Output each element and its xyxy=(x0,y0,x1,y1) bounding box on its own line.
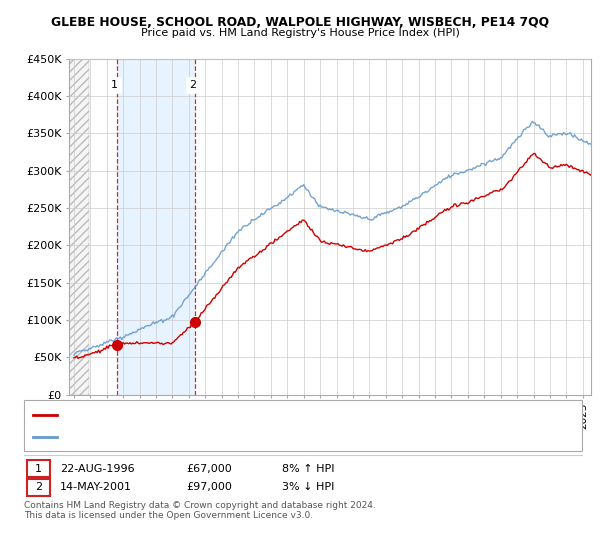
Text: £67,000: £67,000 xyxy=(186,464,232,474)
Text: 14-MAY-2001: 14-MAY-2001 xyxy=(60,482,132,492)
Bar xyxy=(69,59,89,395)
Text: This data is licensed under the Open Government Licence v3.0.: This data is licensed under the Open Gov… xyxy=(24,511,313,520)
Bar xyxy=(69,59,89,395)
Text: 8% ↑ HPI: 8% ↑ HPI xyxy=(282,464,335,474)
Text: 1: 1 xyxy=(111,80,118,90)
Text: 1: 1 xyxy=(35,464,42,474)
Text: 2: 2 xyxy=(189,80,196,90)
Text: HPI: Average price, detached house, King’s Lynn and West Norfolk: HPI: Average price, detached house, King… xyxy=(61,432,385,442)
Text: £97,000: £97,000 xyxy=(186,482,232,492)
Text: Contains HM Land Registry data © Crown copyright and database right 2024.: Contains HM Land Registry data © Crown c… xyxy=(24,501,376,510)
Text: 2: 2 xyxy=(35,482,42,492)
Text: 3% ↓ HPI: 3% ↓ HPI xyxy=(282,482,334,492)
Text: Price paid vs. HM Land Registry's House Price Index (HPI): Price paid vs. HM Land Registry's House … xyxy=(140,28,460,38)
Text: GLEBE HOUSE, SCHOOL ROAD, WALPOLE HIGHWAY, WISBECH, PE14 7QQ: GLEBE HOUSE, SCHOOL ROAD, WALPOLE HIGHWA… xyxy=(51,16,549,29)
Text: GLEBE HOUSE, SCHOOL ROAD, WALPOLE HIGHWAY, WISBECH, PE14 7QQ (detached hou: GLEBE HOUSE, SCHOOL ROAD, WALPOLE HIGHWA… xyxy=(61,409,493,419)
Text: 22-AUG-1996: 22-AUG-1996 xyxy=(60,464,134,474)
Bar xyxy=(117,59,195,395)
